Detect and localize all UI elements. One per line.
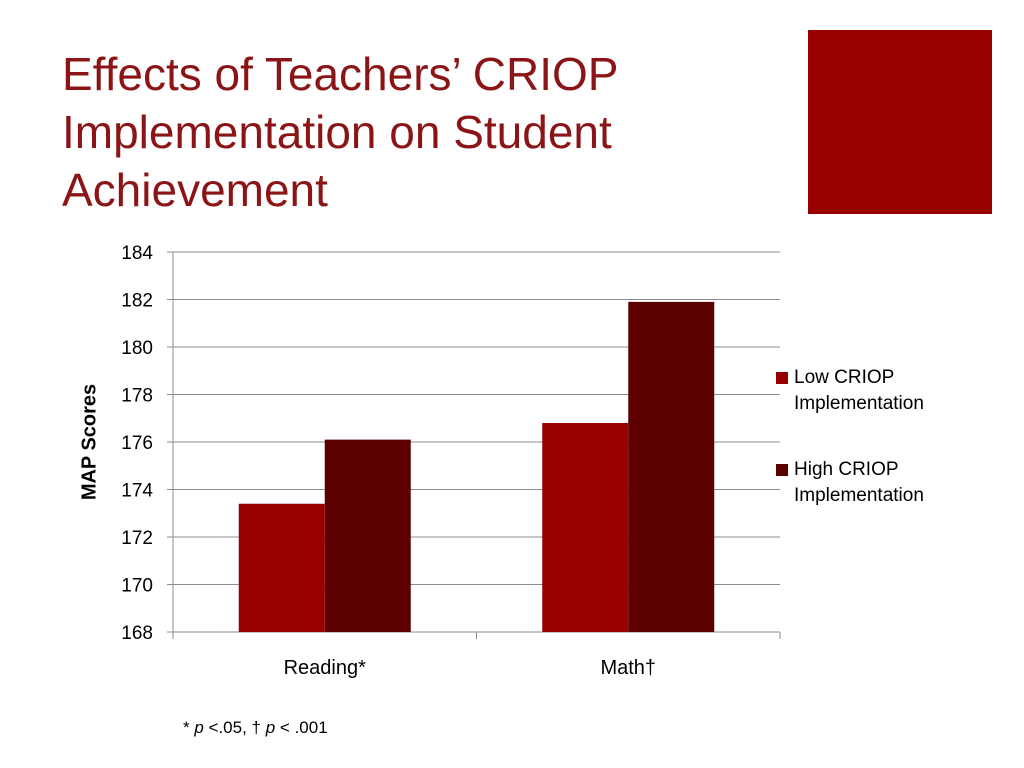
title-line-2: Implementation on Student <box>62 106 612 158</box>
footnote-text-2: <.05, † <box>203 718 266 737</box>
bar-high-reading <box>324 439 411 632</box>
y-tick-label: 182 <box>121 291 153 312</box>
y-tick-label: 170 <box>121 576 153 597</box>
title-line-3: Achievement <box>62 164 328 216</box>
chart-legend: Low CRIOP Implementation High CRIOP Impl… <box>776 365 1016 549</box>
title-line-1: Effects of Teachers’ CRIOP <box>62 48 619 100</box>
y-tick-label: 176 <box>121 433 153 454</box>
decorative-accent-block <box>808 30 992 214</box>
y-tick-label: 174 <box>121 481 153 502</box>
y-tick-label: 180 <box>121 338 153 359</box>
bar-low-math <box>542 423 629 632</box>
x-category-label: Reading* <box>284 657 367 679</box>
legend-item-low: Low CRIOP Implementation <box>776 365 1016 417</box>
y-tick-label: 168 <box>121 623 153 644</box>
y-tick-label: 172 <box>121 528 153 549</box>
legend-label-high: High CRIOP Implementation <box>794 459 924 506</box>
bar-high-math <box>628 301 715 632</box>
legend-item-high: High CRIOP Implementation <box>776 457 1016 509</box>
legend-label-low: Low CRIOP Implementation <box>794 367 924 414</box>
footnote-text-1: * <box>183 718 195 737</box>
footnote-text-3: < .001 <box>275 718 328 737</box>
significance-footnote: * p <.05, † p < .001 <box>183 718 328 738</box>
y-axis-label: MAP Scores <box>78 383 101 501</box>
y-tick-label: 178 <box>121 386 153 407</box>
footnote-p-2: p <box>265 718 276 737</box>
bar-low-reading <box>238 503 325 632</box>
x-category-label: Math† <box>600 657 656 679</box>
legend-swatch-high <box>776 464 788 476</box>
footnote-p-1: p <box>194 718 204 737</box>
y-tick-label: 184 <box>121 243 153 264</box>
slide-title: Effects of Teachers’ CRIOP Implementatio… <box>62 45 782 219</box>
legend-swatch-low <box>776 372 788 384</box>
